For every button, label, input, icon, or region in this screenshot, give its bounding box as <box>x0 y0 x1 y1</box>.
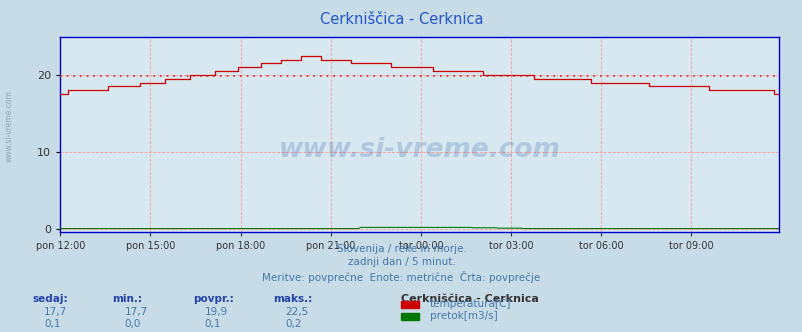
Text: Cerkniščica - Cerknica: Cerkniščica - Cerknica <box>319 12 483 27</box>
Text: 19,9: 19,9 <box>205 307 228 317</box>
Text: www.si-vreme.com: www.si-vreme.com <box>278 137 560 163</box>
Text: Meritve: povprečne  Enote: metrične  Črta: povprečje: Meritve: povprečne Enote: metrične Črta:… <box>262 271 540 283</box>
Text: 0,2: 0,2 <box>285 319 302 329</box>
Text: 17,7: 17,7 <box>44 307 67 317</box>
Text: pretok[m3/s]: pretok[m3/s] <box>429 311 496 321</box>
Text: Slovenija / reke in morje.: Slovenija / reke in morje. <box>336 244 466 254</box>
Text: maks.:: maks.: <box>273 294 312 304</box>
Text: 22,5: 22,5 <box>285 307 308 317</box>
Text: www.si-vreme.com: www.si-vreme.com <box>5 90 14 162</box>
Text: Cerkniščica - Cerknica: Cerkniščica - Cerknica <box>401 294 539 304</box>
Text: zadnji dan / 5 minut.: zadnji dan / 5 minut. <box>347 257 455 267</box>
Text: 0,0: 0,0 <box>124 319 140 329</box>
Text: sedaj:: sedaj: <box>32 294 67 304</box>
Text: 0,1: 0,1 <box>44 319 61 329</box>
Text: temperatura[C]: temperatura[C] <box>429 299 510 309</box>
Text: 0,1: 0,1 <box>205 319 221 329</box>
Text: min.:: min.: <box>112 294 142 304</box>
Text: 17,7: 17,7 <box>124 307 148 317</box>
Text: povpr.:: povpr.: <box>192 294 233 304</box>
